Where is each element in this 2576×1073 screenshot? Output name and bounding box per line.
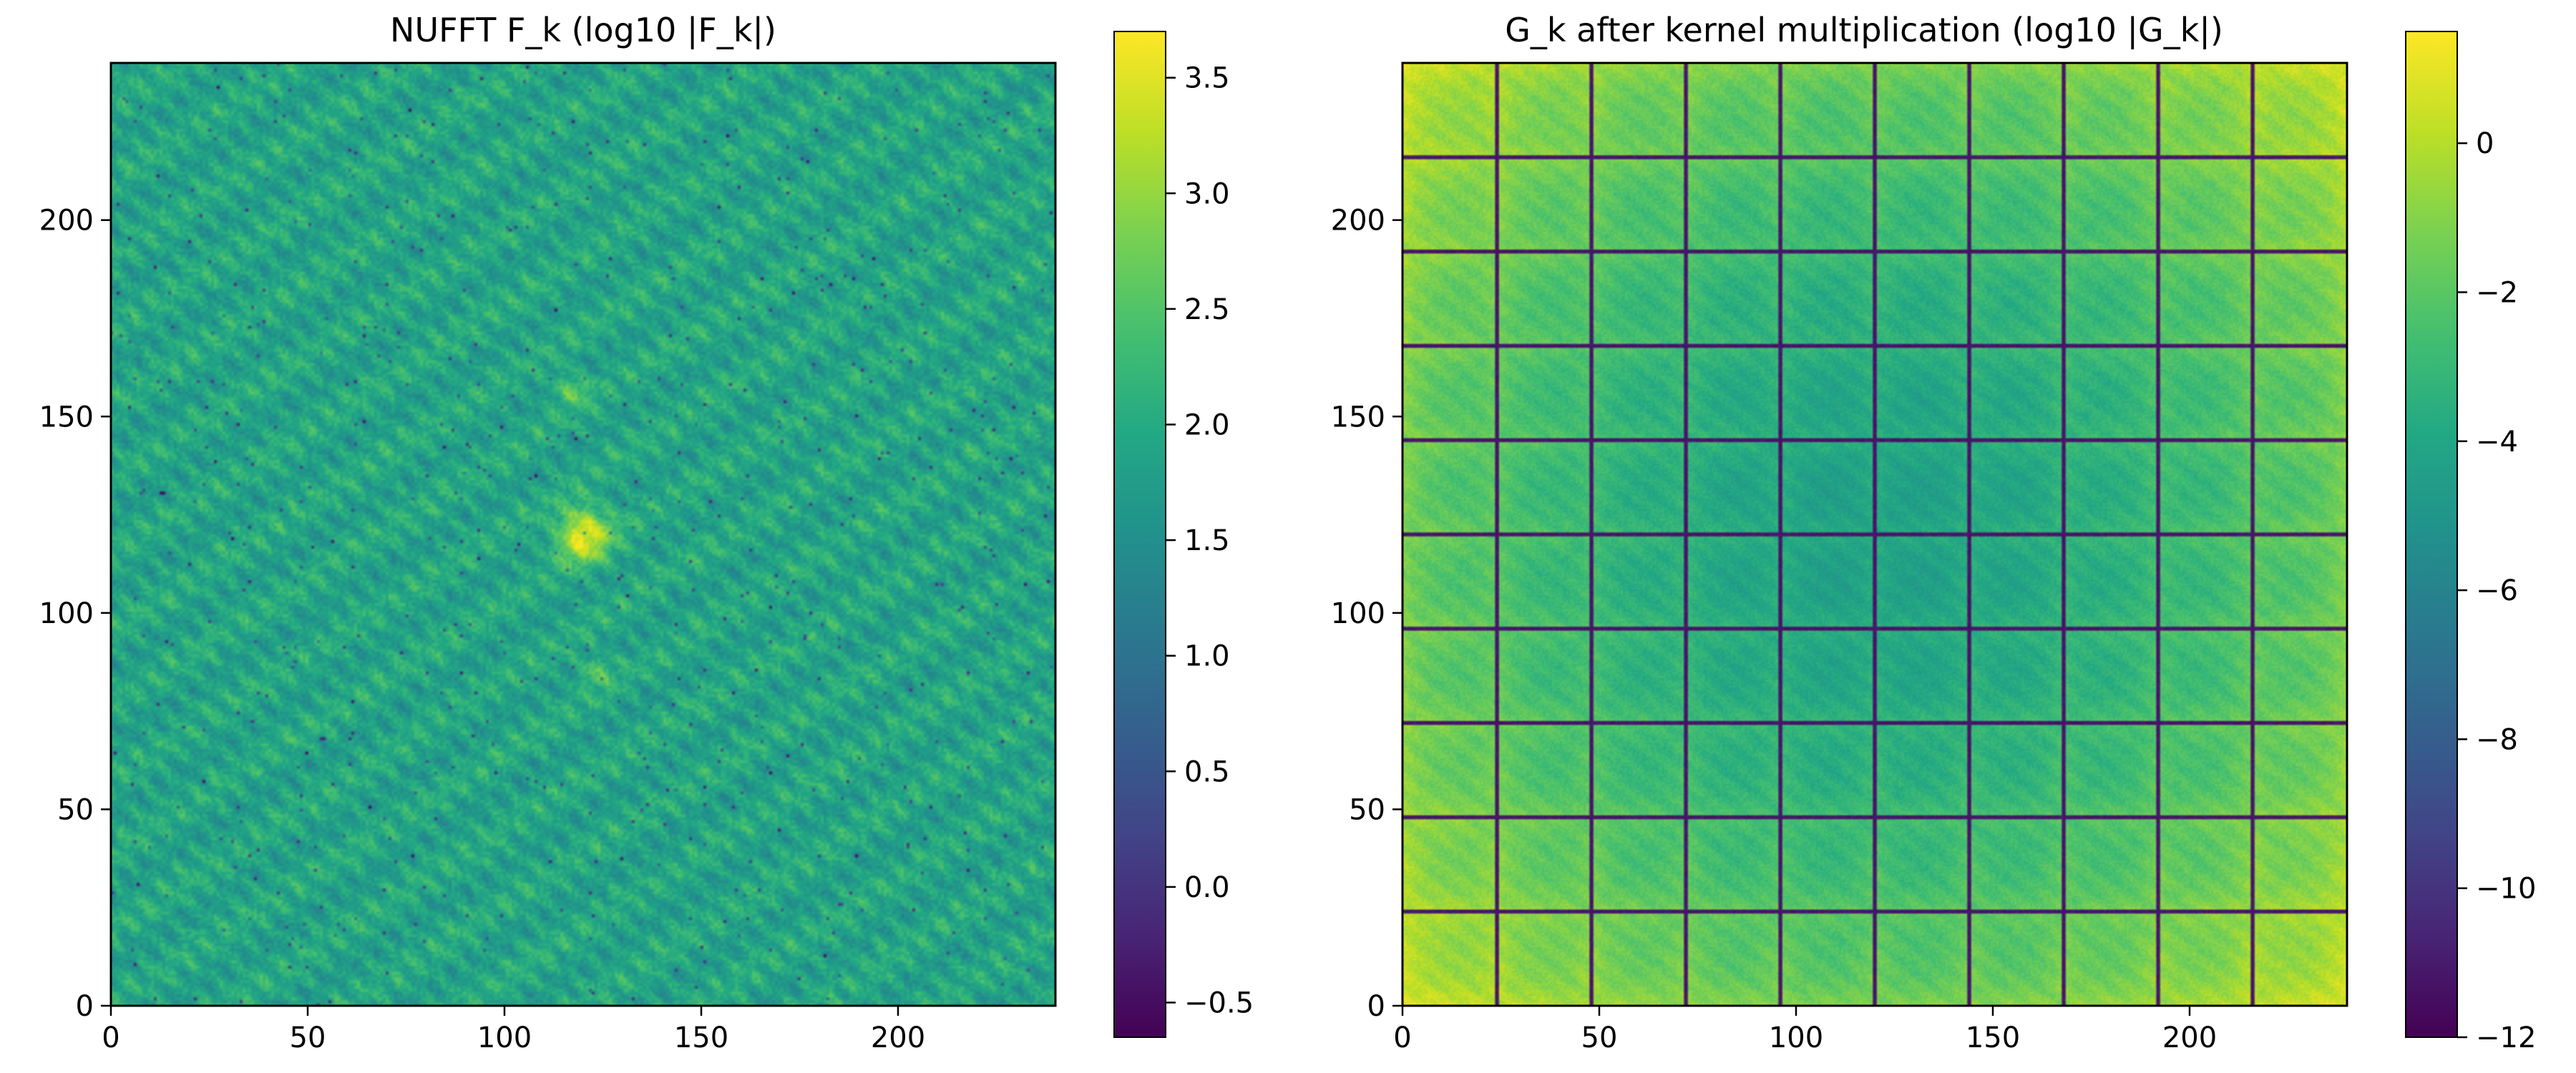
colorbar-tick-label: −4 bbox=[2476, 426, 2518, 459]
colorbar-tick-label: −10 bbox=[2476, 873, 2536, 906]
colorbar-tick-label: 0 bbox=[2476, 127, 2494, 160]
plot-frame bbox=[1401, 62, 2348, 1007]
colorbar-tick-label: −2 bbox=[2476, 277, 2518, 310]
colorbar-tick-label: 3.0 bbox=[1184, 177, 1230, 210]
chart-title: NUFFT F_k (log10 |F_k|) bbox=[390, 11, 776, 50]
x-tick-label: 50 bbox=[290, 1021, 326, 1054]
y-tick-label: 100 bbox=[39, 597, 94, 630]
panel-nufft-fk: NUFFT F_k (log10 |F_k|) 0 50 100 150 200 0 50 1… bbox=[39, 11, 1254, 1054]
y-tick-label: 100 bbox=[1331, 597, 1385, 630]
x-tick-label: 0 bbox=[1393, 1021, 1411, 1054]
y-tick-label: 50 bbox=[57, 793, 94, 826]
x-tick-label: 0 bbox=[102, 1021, 119, 1054]
plot-frame bbox=[109, 62, 1057, 1007]
colorbar bbox=[2405, 31, 2458, 1038]
colorbar-tick-label: −8 bbox=[2476, 723, 2518, 756]
y-tick-label: 0 bbox=[76, 990, 94, 1023]
heatmap-image bbox=[1402, 63, 2347, 1006]
y-tick-label: 200 bbox=[1331, 205, 1385, 237]
chart-title: G_k after kernel multiplication (log10 |… bbox=[1505, 11, 2223, 50]
colorbar-tick-label: 0.0 bbox=[1184, 871, 1230, 904]
colorbar-tick-label: −0.5 bbox=[1184, 987, 1254, 1020]
x-tick-label: 100 bbox=[1769, 1021, 1823, 1054]
x-tick-label: 100 bbox=[477, 1021, 532, 1054]
colorbar-ticks: −12 −10 −8 −6 −4 −2 0 bbox=[2457, 127, 2536, 1054]
y-tick-label: 150 bbox=[1331, 401, 1385, 433]
x-tick-label: 150 bbox=[1966, 1021, 2020, 1054]
colorbar bbox=[1113, 31, 1166, 1038]
x-tick-label: 50 bbox=[1581, 1021, 1618, 1054]
y-tick-label: 200 bbox=[39, 205, 94, 237]
y-tick-label: 50 bbox=[1349, 793, 1385, 826]
x-tick-label: 200 bbox=[871, 1021, 925, 1054]
colorbar-tick-label: 1.0 bbox=[1184, 640, 1230, 673]
colorbar-tick-label: −6 bbox=[2476, 574, 2518, 607]
x-tick-label: 150 bbox=[674, 1021, 728, 1054]
panel-gk-kernel: G_k after kernel multiplication (log10 |… bbox=[1331, 11, 2537, 1054]
colorbar-tick-label: 2.0 bbox=[1184, 408, 1230, 441]
colorbar-tick-label: 0.5 bbox=[1184, 755, 1230, 788]
axes: 0 50 100 150 200 0 50 100 150 200 bbox=[1331, 205, 2218, 1054]
colorbar-tick-label: 2.5 bbox=[1184, 293, 1230, 326]
y-tick-label: 0 bbox=[1367, 990, 1385, 1023]
heatmap-image bbox=[111, 63, 1055, 1006]
colorbar-tick-label: 1.5 bbox=[1184, 524, 1230, 557]
colorbar-tick-label: −12 bbox=[2476, 1021, 2536, 1054]
y-tick-label: 150 bbox=[39, 401, 94, 433]
x-tick-label: 200 bbox=[2162, 1021, 2217, 1054]
colorbar-ticks: −0.5 0.0 0.5 1.0 1.5 2.0 2.5 3.0 3.5 bbox=[1166, 62, 1254, 1020]
axes: 0 50 100 150 200 0 50 100 150 200 bbox=[39, 205, 926, 1054]
colorbar-tick-label: 3.5 bbox=[1184, 62, 1230, 95]
